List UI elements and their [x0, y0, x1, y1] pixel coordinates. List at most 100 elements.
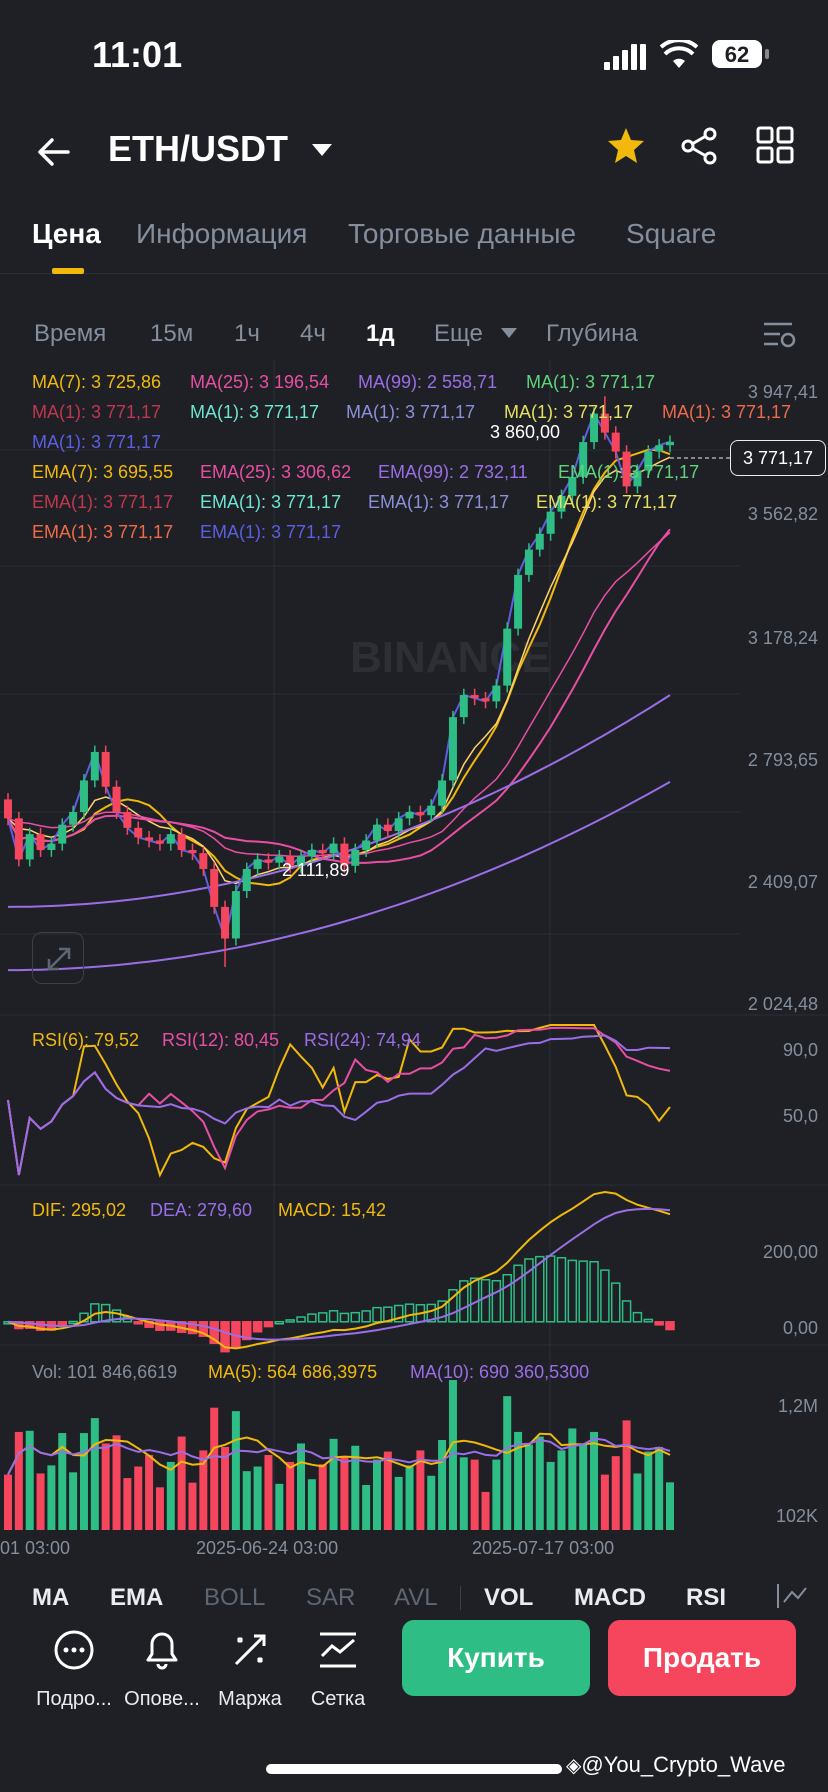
- volume-bar: [25, 1430, 34, 1530]
- details-action[interactable]: Подро...: [32, 1620, 116, 1710]
- volume-bar: [286, 1461, 295, 1530]
- rsi6-line: [7, 1024, 671, 1178]
- legend-ema1-f: EMA(1): 3 771,17: [32, 522, 174, 542]
- candle-body: [253, 859, 262, 869]
- tab-trading-data[interactable]: Торговые данные: [348, 218, 577, 249]
- expand-button[interactable]: [32, 932, 84, 984]
- grid-icon[interactable]: [756, 126, 794, 164]
- macd-bar: [578, 1260, 588, 1323]
- interval-4h[interactable]: 4ч: [300, 320, 326, 347]
- back-arrow-icon[interactable]: [34, 132, 74, 172]
- legend-ma1-b: MA(1): 3 771,17: [32, 402, 162, 422]
- volume-bar: [307, 1479, 316, 1530]
- legend-ema25: EMA(25): 3 306,62: [200, 462, 352, 482]
- grid-action[interactable]: Сетка: [296, 1620, 380, 1710]
- volume-bar: [470, 1459, 479, 1530]
- legend-ma1-c: MA(1): 3 771,17: [190, 402, 320, 422]
- indicator-ema[interactable]: EMA: [110, 1584, 164, 1610]
- volume-bar: [590, 1431, 599, 1530]
- macd-bar: [535, 1255, 545, 1323]
- share-icon[interactable]: [680, 126, 720, 166]
- battery-cap: [765, 49, 769, 59]
- candle-body: [535, 533, 544, 550]
- volume-bar: [329, 1438, 338, 1530]
- volume-bar: [633, 1473, 642, 1530]
- candle-body: [481, 698, 490, 702]
- alerts-action[interactable]: Опове...: [120, 1620, 204, 1710]
- volume-bar: [112, 1435, 121, 1530]
- margin-action[interactable]: Маржа: [208, 1620, 292, 1710]
- price-chart[interactable]: BINANCE: [0, 360, 828, 1535]
- indicator-settings-icon[interactable]: [776, 1582, 808, 1610]
- more-caret-icon[interactable]: [500, 326, 518, 340]
- macd-bar: [187, 1321, 198, 1335]
- macd-bar: [274, 1320, 285, 1325]
- tab-active-indicator: [52, 268, 84, 274]
- legend-ma25: MA(25): 3 196,54: [190, 372, 330, 392]
- macd-bar: [665, 1321, 675, 1331]
- star-icon[interactable]: [606, 126, 646, 166]
- legend-ema1-b: EMA(1): 3 771,17: [32, 492, 174, 512]
- battery-level: 62: [724, 42, 750, 67]
- chevron-down-icon[interactable]: [310, 138, 334, 162]
- interval-1h[interactable]: 1ч: [234, 320, 260, 347]
- macd-bar: [491, 1279, 502, 1323]
- candle-body: [470, 695, 479, 699]
- macd-bar: [328, 1310, 339, 1323]
- volume-bar: [655, 1446, 664, 1530]
- macd-bar: [545, 1255, 556, 1323]
- interval-15m[interactable]: 15м: [150, 320, 194, 347]
- macd-bar: [155, 1321, 165, 1331]
- indicator-macd[interactable]: MACD: [574, 1584, 646, 1610]
- ma7-line: [7, 448, 671, 887]
- indicator-boll[interactable]: BOLL: [204, 1584, 266, 1610]
- battery-icon: 62: [712, 40, 762, 68]
- interval-more[interactable]: Еще: [434, 320, 483, 347]
- chart-settings-icon[interactable]: [762, 320, 796, 350]
- candle-body: [145, 837, 154, 841]
- candle-body: [318, 849, 327, 854]
- tab-price[interactable]: Цена: [32, 218, 101, 249]
- volume-bar: [134, 1466, 143, 1530]
- candle-body: [655, 445, 664, 452]
- candle-body: [579, 442, 588, 477]
- tab-square[interactable]: Square: [626, 218, 717, 249]
- macd-bar: [68, 1320, 78, 1325]
- candle-body: [329, 843, 338, 854]
- binance-watermark: BINANCE: [350, 633, 550, 682]
- macd-bar: [404, 1303, 415, 1323]
- candle-body: [69, 812, 78, 825]
- indicator-sar[interactable]: SAR: [306, 1584, 356, 1610]
- candle-body: [4, 799, 12, 819]
- legend-ema1-d: EMA(1): 3 771,17: [368, 492, 510, 512]
- grid-trading-icon: [320, 1632, 356, 1668]
- candle-body: [622, 451, 631, 487]
- action-bar: Подро... Опове... Маржа Сетка Купить Про…: [0, 1612, 828, 1722]
- interval-1d[interactable]: 1д: [366, 320, 395, 347]
- interval-time[interactable]: Время: [34, 320, 107, 347]
- sell-button[interactable]: Продать: [608, 1620, 796, 1696]
- candle-body: [199, 853, 208, 869]
- interval-depth[interactable]: Глубина: [546, 320, 638, 347]
- volume-bar: [210, 1407, 219, 1530]
- indicator-avl[interactable]: AVL: [394, 1584, 438, 1610]
- buy-button[interactable]: Купить: [402, 1620, 590, 1696]
- chart-area[interactable]: BINANCE MA(7): 3 725,86 MA(25): 3 196,54…: [0, 360, 828, 1535]
- indicator-rsi[interactable]: RSI: [686, 1584, 727, 1610]
- dea-label: DEA: 279,60: [150, 1200, 253, 1220]
- volume-bar: [340, 1457, 349, 1530]
- macd-tick: 200,00: [762, 1242, 818, 1262]
- indicator-vol[interactable]: VOL: [484, 1584, 534, 1610]
- indicator-ma[interactable]: MA: [32, 1584, 70, 1610]
- legend-ema7: EMA(7): 3 695,55: [32, 462, 174, 482]
- legend-ema1-g: EMA(1): 3 771,17: [200, 522, 342, 542]
- candle-body: [58, 824, 67, 844]
- vol-ma5-label: MA(5): 564 686,3975: [208, 1362, 378, 1382]
- tab-info[interactable]: Информация: [136, 218, 308, 249]
- candle-body: [101, 751, 110, 787]
- macd-bar: [339, 1312, 350, 1323]
- pair-title[interactable]: ETH/USDT: [108, 128, 288, 169]
- macd-bar: [600, 1269, 610, 1323]
- candle-body: [155, 840, 164, 844]
- candle-body: [448, 717, 457, 781]
